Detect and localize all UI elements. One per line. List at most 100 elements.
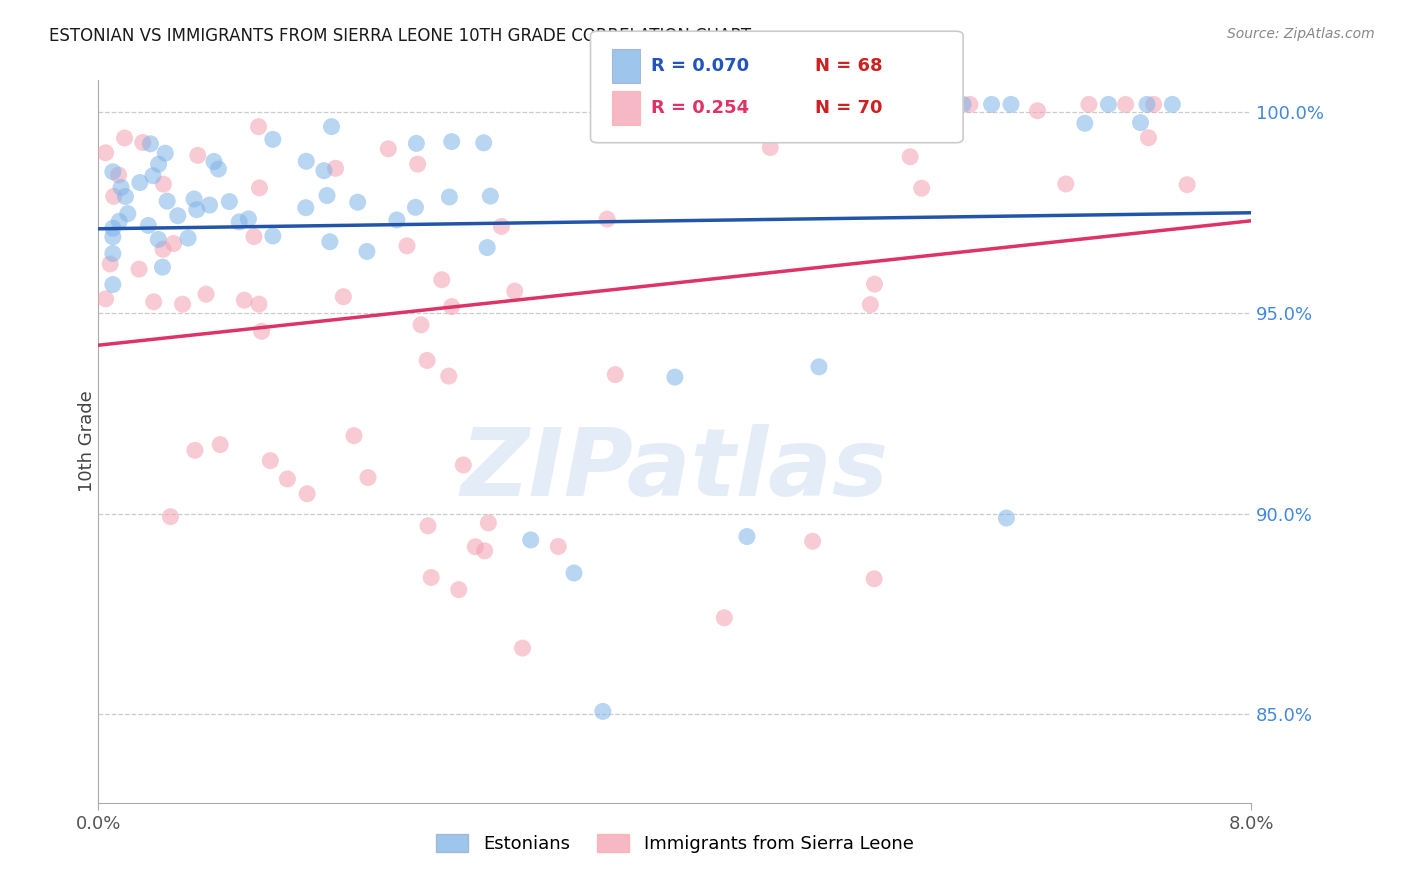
Point — [547, 540, 569, 554]
Point — [1175, 178, 1198, 192]
Point — [447, 582, 470, 597]
Point — [713, 611, 735, 625]
Legend: Estonians, Immigrants from Sierra Leone: Estonians, Immigrants from Sierra Leone — [429, 827, 921, 860]
Point — [385, 213, 408, 227]
Point — [859, 298, 882, 312]
Point — [1136, 97, 1159, 112]
Point — [142, 294, 165, 309]
Point — [295, 154, 318, 169]
Point — [114, 189, 136, 203]
Point — [801, 534, 824, 549]
Point — [395, 239, 418, 253]
Point — [321, 120, 343, 134]
Point — [952, 97, 974, 112]
Point — [148, 157, 170, 171]
Point — [316, 188, 339, 202]
Point — [101, 277, 124, 292]
Point — [1077, 97, 1099, 112]
Point — [128, 262, 150, 277]
Point — [250, 324, 273, 338]
Point — [920, 97, 942, 112]
Point — [166, 209, 188, 223]
Point — [1115, 97, 1137, 112]
Point — [1161, 97, 1184, 112]
Point — [664, 370, 686, 384]
Point — [186, 202, 208, 217]
Text: R = 0.070: R = 0.070 — [651, 57, 749, 75]
Point — [605, 368, 627, 382]
Point — [343, 428, 366, 442]
Point — [472, 136, 495, 150]
Point — [437, 369, 460, 384]
Point — [868, 103, 890, 118]
Point — [430, 273, 453, 287]
Point — [152, 242, 174, 256]
Point — [198, 198, 221, 212]
Point — [249, 181, 271, 195]
Point — [325, 161, 347, 176]
Point — [808, 359, 831, 374]
Point — [152, 177, 174, 191]
Point — [440, 135, 463, 149]
Point — [636, 814, 658, 828]
Point — [172, 297, 194, 311]
Point — [228, 215, 250, 229]
Point — [980, 97, 1002, 112]
Point — [152, 260, 174, 274]
Point — [128, 176, 150, 190]
Point — [209, 437, 232, 451]
Point — [562, 566, 585, 580]
Point — [377, 142, 399, 156]
Point — [183, 192, 205, 206]
Point — [1129, 115, 1152, 129]
Text: N = 70: N = 70 — [815, 99, 883, 117]
Point — [276, 472, 298, 486]
Point — [238, 211, 260, 226]
Point — [440, 300, 463, 314]
Point — [177, 231, 200, 245]
Point — [1026, 103, 1049, 118]
Point — [813, 97, 835, 112]
Point — [1074, 116, 1097, 130]
Point — [202, 154, 225, 169]
Point — [132, 136, 155, 150]
Text: ESTONIAN VS IMMIGRANTS FROM SIERRA LEONE 10TH GRADE CORRELATION CHART: ESTONIAN VS IMMIGRANTS FROM SIERRA LEONE… — [49, 27, 751, 45]
Point — [294, 201, 316, 215]
Point — [1097, 97, 1119, 112]
Point — [207, 161, 229, 176]
Point — [136, 219, 159, 233]
Point — [107, 168, 129, 182]
Point — [592, 705, 614, 719]
Point — [759, 140, 782, 154]
Point — [477, 516, 499, 530]
Point — [101, 221, 124, 235]
Point — [101, 246, 124, 260]
Point — [503, 284, 526, 298]
Point — [142, 169, 165, 183]
Point — [195, 287, 218, 301]
Point — [1137, 130, 1160, 145]
Point — [233, 293, 256, 308]
Point — [520, 533, 543, 547]
Point — [839, 97, 862, 112]
Point — [596, 212, 619, 227]
Point — [898, 150, 921, 164]
Point — [357, 470, 380, 484]
Text: N = 68: N = 68 — [815, 57, 883, 75]
Point — [1054, 177, 1077, 191]
Point — [247, 297, 270, 311]
Point — [735, 530, 758, 544]
Point — [416, 519, 439, 533]
Point — [1143, 97, 1166, 112]
Point — [262, 229, 284, 244]
Point — [312, 163, 335, 178]
Point — [101, 230, 124, 244]
Point — [155, 146, 177, 161]
Point — [474, 543, 496, 558]
Point — [911, 181, 934, 195]
Point — [94, 292, 117, 306]
Point — [420, 570, 443, 584]
Point — [247, 120, 270, 134]
Point — [479, 189, 502, 203]
Point — [477, 241, 499, 255]
